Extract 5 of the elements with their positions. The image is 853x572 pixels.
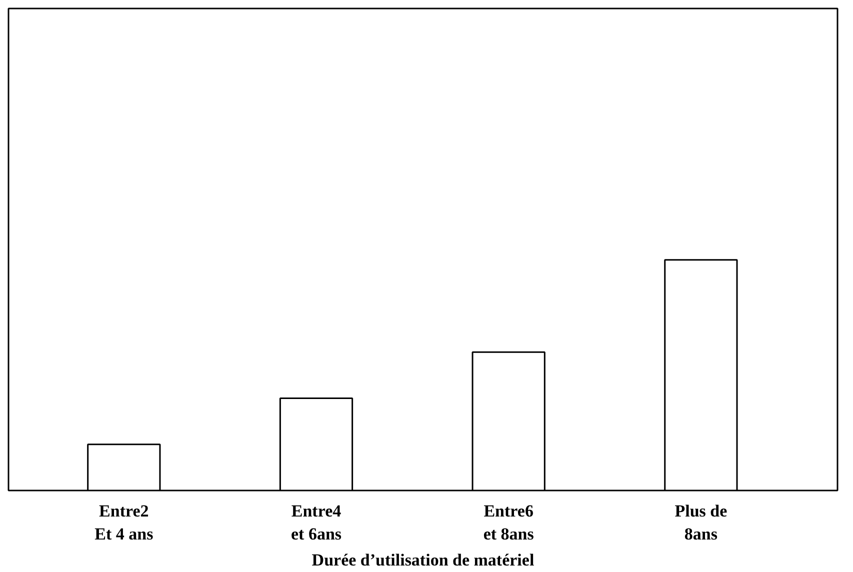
x-tick-label: Entre4 et 6ans bbox=[290, 502, 342, 544]
x-tick-label: Entre2 Et 4 ans bbox=[94, 502, 154, 544]
x-tick-label: Plus de 8ans bbox=[674, 502, 728, 544]
x-axis-title: Durée d’utilisation de matériel bbox=[312, 550, 534, 570]
x-tick-label: Entre6 et 8ans bbox=[483, 502, 534, 544]
